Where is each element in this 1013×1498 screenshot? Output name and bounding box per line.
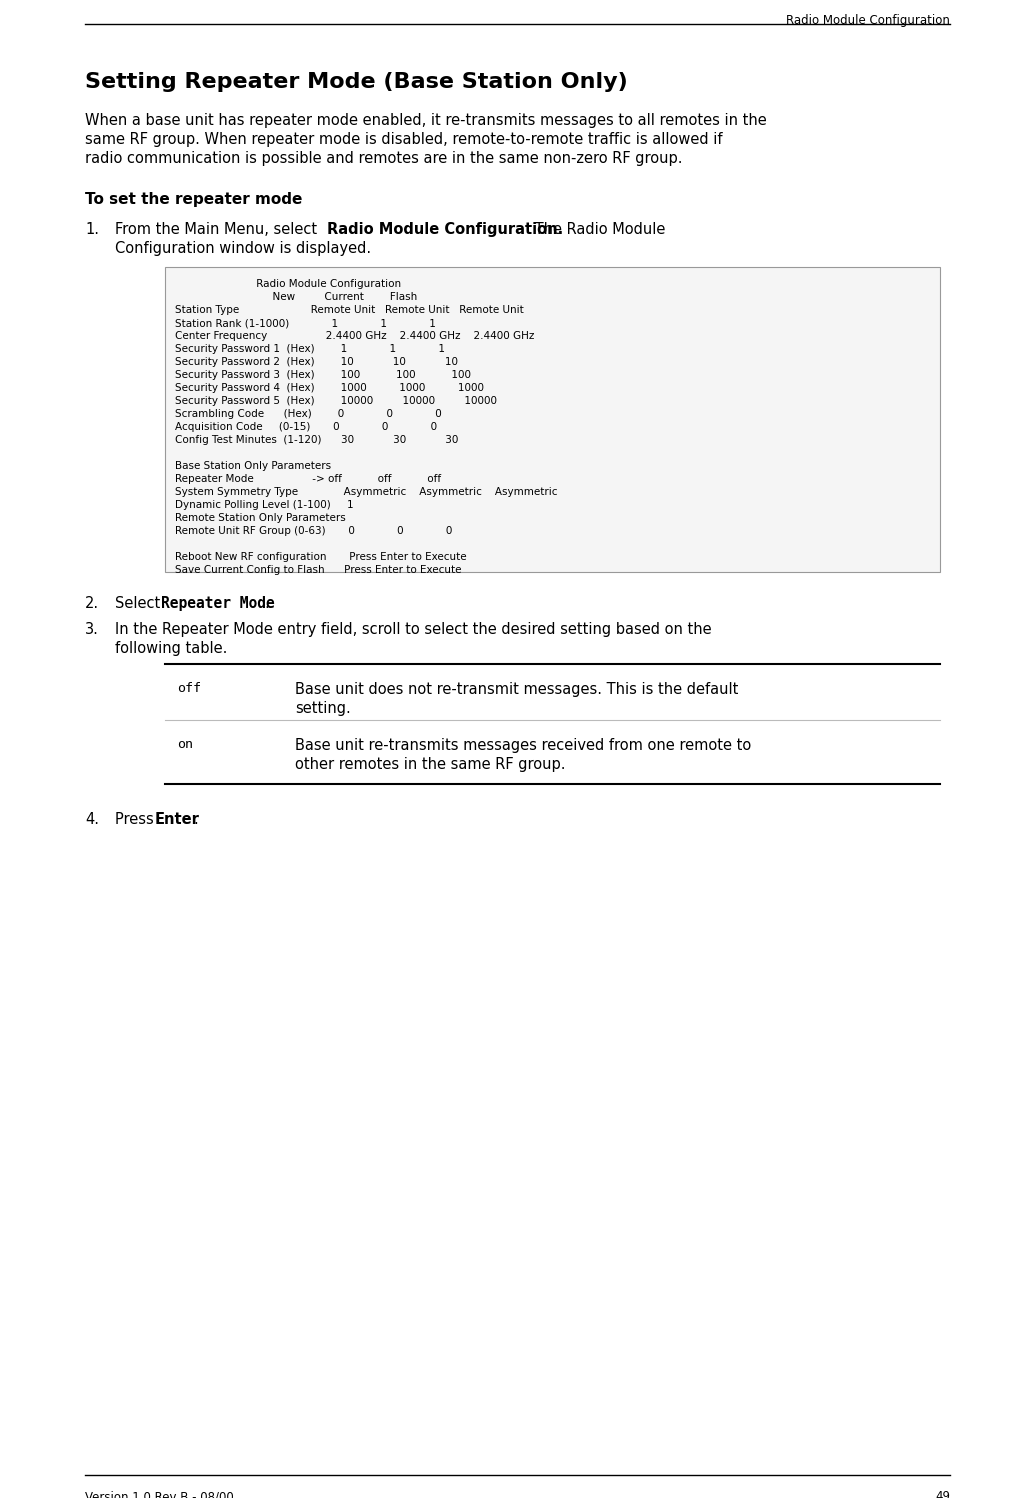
Text: same RF group. When repeater mode is disabled, remote-to-remote traffic is allow: same RF group. When repeater mode is dis… xyxy=(85,132,722,147)
Text: Repeater Mode                  -> off           off           off: Repeater Mode -> off off off xyxy=(175,473,441,484)
Text: Station Type                      Remote Unit   Remote Unit   Remote Unit: Station Type Remote Unit Remote Unit Rem… xyxy=(175,306,524,315)
Text: From the Main Menu, select: From the Main Menu, select xyxy=(115,222,322,237)
Text: on: on xyxy=(177,739,193,750)
Text: The Radio Module: The Radio Module xyxy=(530,222,666,237)
Text: Base Station Only Parameters: Base Station Only Parameters xyxy=(175,461,331,470)
Text: Select: Select xyxy=(115,596,165,611)
Text: following table.: following table. xyxy=(115,641,227,656)
Text: Reboot New RF configuration       Press Enter to Execute: Reboot New RF configuration Press Enter … xyxy=(175,551,467,562)
Text: .: . xyxy=(264,596,268,611)
Text: Config Test Minutes  (1-120)      30            30            30: Config Test Minutes (1-120) 30 30 30 xyxy=(175,434,458,445)
Text: Security Password 3  (Hex)        100           100           100: Security Password 3 (Hex) 100 100 100 xyxy=(175,370,471,380)
Text: Save Current Config to Flash      Press Enter to Execute: Save Current Config to Flash Press Enter… xyxy=(175,565,462,575)
Text: When a base unit has repeater mode enabled, it re-transmits messages to all remo: When a base unit has repeater mode enabl… xyxy=(85,112,767,127)
Text: Remote Station Only Parameters: Remote Station Only Parameters xyxy=(175,512,345,523)
Text: Base unit re-transmits messages received from one remote to: Base unit re-transmits messages received… xyxy=(295,739,752,753)
Text: setting.: setting. xyxy=(295,701,350,716)
Text: Scrambling Code      (Hex)        0             0             0: Scrambling Code (Hex) 0 0 0 xyxy=(175,409,442,419)
Text: other remotes in the same RF group.: other remotes in the same RF group. xyxy=(295,756,565,771)
Text: Security Password 5  (Hex)        10000         10000         10000: Security Password 5 (Hex) 10000 10000 10… xyxy=(175,395,497,406)
Text: Acquisition Code     (0-15)       0             0             0: Acquisition Code (0-15) 0 0 0 xyxy=(175,422,438,431)
Text: Radio Module Configuration: Radio Module Configuration xyxy=(175,279,401,289)
Text: 4.: 4. xyxy=(85,812,99,827)
Text: 2.: 2. xyxy=(85,596,99,611)
Text: To set the repeater mode: To set the repeater mode xyxy=(85,192,302,207)
Text: Security Password 1  (Hex)        1             1             1: Security Password 1 (Hex) 1 1 1 xyxy=(175,345,445,354)
Text: Configuration window is displayed.: Configuration window is displayed. xyxy=(115,241,371,256)
Text: .: . xyxy=(193,812,198,827)
Text: New         Current        Flash: New Current Flash xyxy=(175,292,417,303)
Text: Radio Module Configuration: Radio Module Configuration xyxy=(786,13,950,27)
Text: Base unit does not re-transmit messages. This is the default: Base unit does not re-transmit messages.… xyxy=(295,682,738,697)
Text: Dynamic Polling Level (1-100)     1: Dynamic Polling Level (1-100) 1 xyxy=(175,500,354,509)
Text: 3.: 3. xyxy=(85,622,99,637)
Text: Enter: Enter xyxy=(155,812,200,827)
Text: Security Password 2  (Hex)        10            10            10: Security Password 2 (Hex) 10 10 10 xyxy=(175,357,458,367)
Text: Security Password 4  (Hex)        1000          1000          1000: Security Password 4 (Hex) 1000 1000 1000 xyxy=(175,383,484,392)
Text: radio communication is possible and remotes are in the same non-zero RF group.: radio communication is possible and remo… xyxy=(85,151,683,166)
Text: Center Frequency                  2.4400 GHz    2.4400 GHz    2.4400 GHz: Center Frequency 2.4400 GHz 2.4400 GHz 2… xyxy=(175,331,535,342)
Text: In the Repeater Mode entry field, scroll to select the desired setting based on : In the Repeater Mode entry field, scroll… xyxy=(115,622,711,637)
Text: 49: 49 xyxy=(935,1491,950,1498)
Text: Repeater Mode: Repeater Mode xyxy=(161,596,275,611)
Text: off: off xyxy=(177,682,201,695)
Text: System Symmetry Type              Asymmetric    Asymmetric    Asymmetric: System Symmetry Type Asymmetric Asymmetr… xyxy=(175,487,557,497)
Text: Radio Module Configuration.: Radio Module Configuration. xyxy=(327,222,563,237)
Text: Remote Unit RF Group (0-63)       0             0             0: Remote Unit RF Group (0-63) 0 0 0 xyxy=(175,526,453,536)
Text: Press: Press xyxy=(115,812,158,827)
Text: 1.: 1. xyxy=(85,222,99,237)
Text: Station Rank (1-1000)             1             1             1: Station Rank (1-1000) 1 1 1 xyxy=(175,318,436,328)
FancyBboxPatch shape xyxy=(165,267,940,572)
Text: Setting Repeater Mode (Base Station Only): Setting Repeater Mode (Base Station Only… xyxy=(85,72,628,91)
Text: Version 1.0 Rev B - 08/00: Version 1.0 Rev B - 08/00 xyxy=(85,1491,234,1498)
